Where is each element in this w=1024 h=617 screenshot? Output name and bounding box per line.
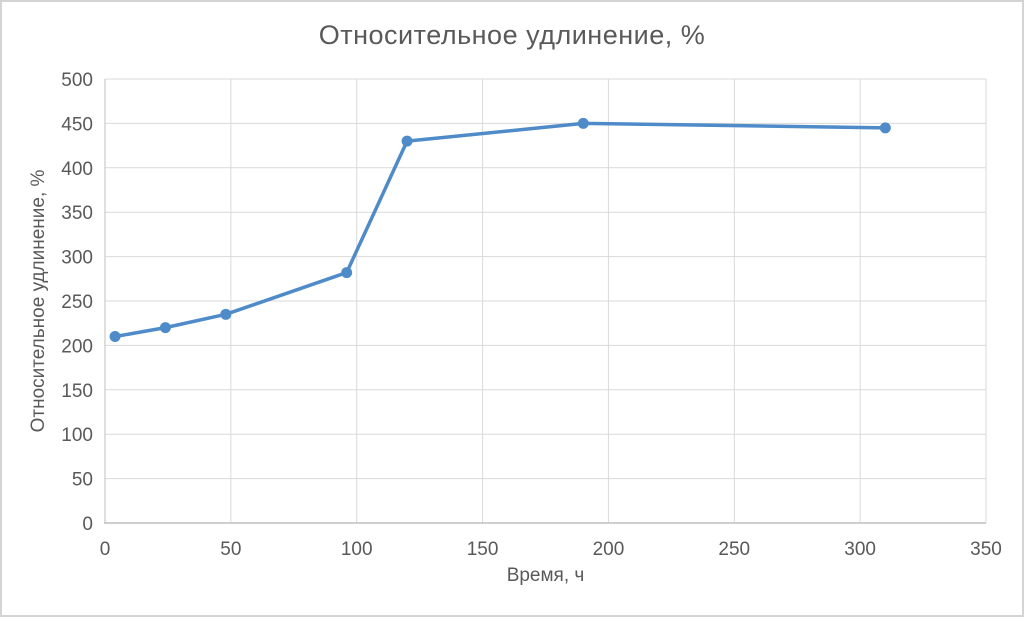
y-axis-title: Относительное удлинение, %	[28, 169, 49, 433]
y-tick-label: 400	[61, 159, 93, 180]
data-point-marker	[401, 135, 413, 147]
y-tick-label: 500	[61, 70, 93, 91]
x-tick-label: 0	[100, 539, 111, 560]
y-tick-label: 200	[61, 336, 93, 357]
data-point-marker	[109, 331, 121, 343]
x-tick-label: 350	[970, 539, 1002, 560]
y-tick-label: 50	[72, 470, 93, 491]
y-tick-label: 250	[61, 292, 93, 313]
x-tick-label: 300	[844, 539, 876, 560]
y-tick-label: 100	[61, 425, 93, 446]
chart-title: Относительное удлинение, %	[318, 20, 706, 50]
y-tick-label: 150	[61, 381, 93, 402]
x-tick-label: 50	[220, 539, 241, 560]
data-point-marker	[220, 308, 232, 320]
y-tick-label: 350	[61, 203, 93, 224]
data-point-marker	[577, 117, 589, 129]
y-tick-label: 0	[82, 514, 93, 535]
y-tick-label: 300	[61, 248, 93, 269]
data-point-marker	[341, 267, 353, 279]
y-tick-label: 450	[61, 114, 93, 135]
x-tick-label: 250	[718, 539, 750, 560]
data-point-marker	[159, 322, 171, 334]
x-tick-label: 100	[341, 539, 373, 560]
x-tick-label: 150	[467, 539, 499, 560]
x-axis-title: Время, ч	[506, 565, 585, 586]
x-tick-label: 200	[593, 539, 625, 560]
data-point-marker	[879, 122, 891, 134]
